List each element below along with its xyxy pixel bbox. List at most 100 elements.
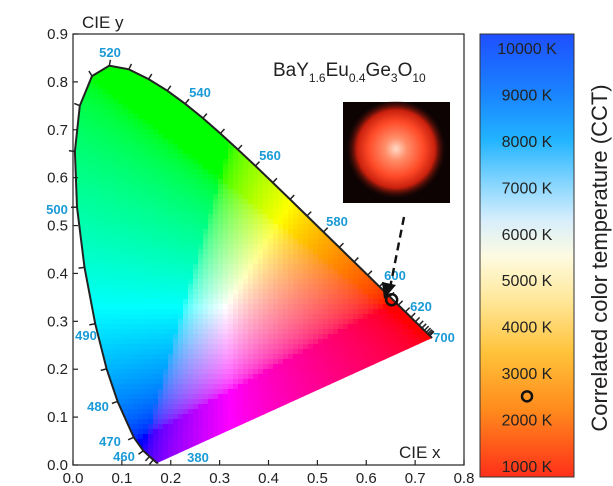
gamut-cell (323, 449, 329, 455)
gamut-cell (178, 424, 184, 430)
gamut-cell (288, 424, 294, 430)
gamut-cell (263, 104, 269, 110)
gamut-cell (218, 164, 224, 170)
gamut-cell (193, 289, 199, 295)
gamut-cell (373, 384, 379, 390)
gamut-cell (223, 294, 229, 300)
gamut-cell (148, 84, 154, 90)
gamut-cell (193, 334, 199, 340)
gamut-cell (143, 114, 149, 120)
gamut-cell (138, 109, 144, 115)
gamut-cell (198, 179, 204, 185)
gamut-cell (123, 324, 129, 330)
gamut-cell (303, 139, 309, 145)
gamut-cell (253, 449, 259, 455)
gamut-cell (148, 369, 154, 375)
gamut-cell (323, 154, 329, 160)
gamut-cell (333, 394, 339, 400)
gamut-cell (183, 154, 189, 160)
gamut-cell (113, 169, 119, 175)
gamut-cell (168, 59, 174, 65)
gamut-cell (298, 434, 304, 440)
gamut-cell (293, 374, 299, 380)
gamut-cell (203, 429, 209, 435)
gamut-cell (303, 299, 309, 305)
gamut-cell (118, 119, 124, 125)
gamut-cell (108, 304, 114, 310)
gamut-cell (313, 124, 319, 130)
gamut-cell (318, 139, 324, 145)
gamut-cell (213, 84, 219, 90)
gamut-cell (298, 309, 304, 315)
gamut-cell (163, 239, 169, 245)
gamut-cell (273, 134, 279, 140)
gamut-cell (258, 104, 264, 110)
gamut-cell (248, 379, 254, 385)
gamut-cell (133, 209, 139, 215)
gamut-cell (123, 399, 129, 405)
gamut-cell (113, 224, 119, 230)
gamut-cell (123, 179, 129, 185)
gamut-cell (118, 314, 124, 320)
gamut-cell (253, 409, 259, 415)
gamut-cell (273, 164, 279, 170)
gamut-cell (253, 324, 259, 330)
gamut-cell (333, 329, 339, 335)
gamut-cell (308, 234, 314, 240)
gamut-cell (133, 394, 139, 400)
gamut-cell (353, 444, 359, 450)
gamut-cell (218, 139, 224, 145)
gamut-cell (133, 184, 139, 190)
gamut-cell (208, 404, 214, 410)
gamut-cell (123, 284, 129, 290)
gamut-cell (74, 299, 79, 305)
gamut-cell (268, 409, 274, 415)
gamut-cell (98, 274, 104, 280)
gamut-cell (303, 349, 309, 355)
gamut-cell (163, 169, 169, 175)
gamut-cell (123, 59, 129, 65)
gamut-cell (348, 274, 354, 280)
gamut-cell (373, 249, 379, 255)
gamut-cell (338, 349, 344, 355)
gamut-cell (338, 189, 344, 195)
gamut-cell (248, 304, 254, 310)
gamut-cell (93, 169, 99, 175)
gamut-cell (348, 249, 354, 255)
gamut-cell (363, 214, 369, 220)
gamut-cell (348, 224, 354, 230)
gamut-cell (328, 324, 334, 330)
gamut-cell (253, 224, 259, 230)
gamut-cell (363, 329, 369, 335)
gamut-cell (328, 444, 334, 450)
gamut-cell (308, 289, 314, 295)
gamut-cell (313, 449, 319, 455)
gamut-cell (103, 89, 109, 95)
gamut-cell (363, 414, 369, 420)
gamut-cell (363, 364, 369, 370)
gamut-cell (313, 454, 319, 460)
gamut-cell (143, 314, 149, 320)
gamut-cell (303, 459, 309, 463)
gamut-cell (213, 449, 219, 455)
gamut-cell (323, 424, 329, 430)
gamut-cell (103, 324, 109, 330)
gamut-cell (78, 434, 84, 440)
gamut-cell (143, 194, 149, 200)
gamut-cell (133, 404, 139, 410)
gamut-cell (288, 269, 294, 275)
gamut-cell (158, 399, 164, 405)
gamut-cell (158, 249, 164, 255)
gamut-cell (183, 94, 189, 100)
gamut-cell (268, 229, 274, 235)
gamut-cell (133, 364, 139, 370)
gamut-cell (218, 294, 224, 300)
gamut-cell (203, 259, 209, 265)
gamut-cell (288, 434, 294, 440)
gamut-cell (273, 424, 279, 430)
gamut-cell (158, 304, 164, 310)
gamut-cell (263, 204, 269, 210)
gamut-cell (253, 219, 259, 225)
gamut-cell (293, 344, 299, 350)
gamut-cell (173, 59, 179, 65)
